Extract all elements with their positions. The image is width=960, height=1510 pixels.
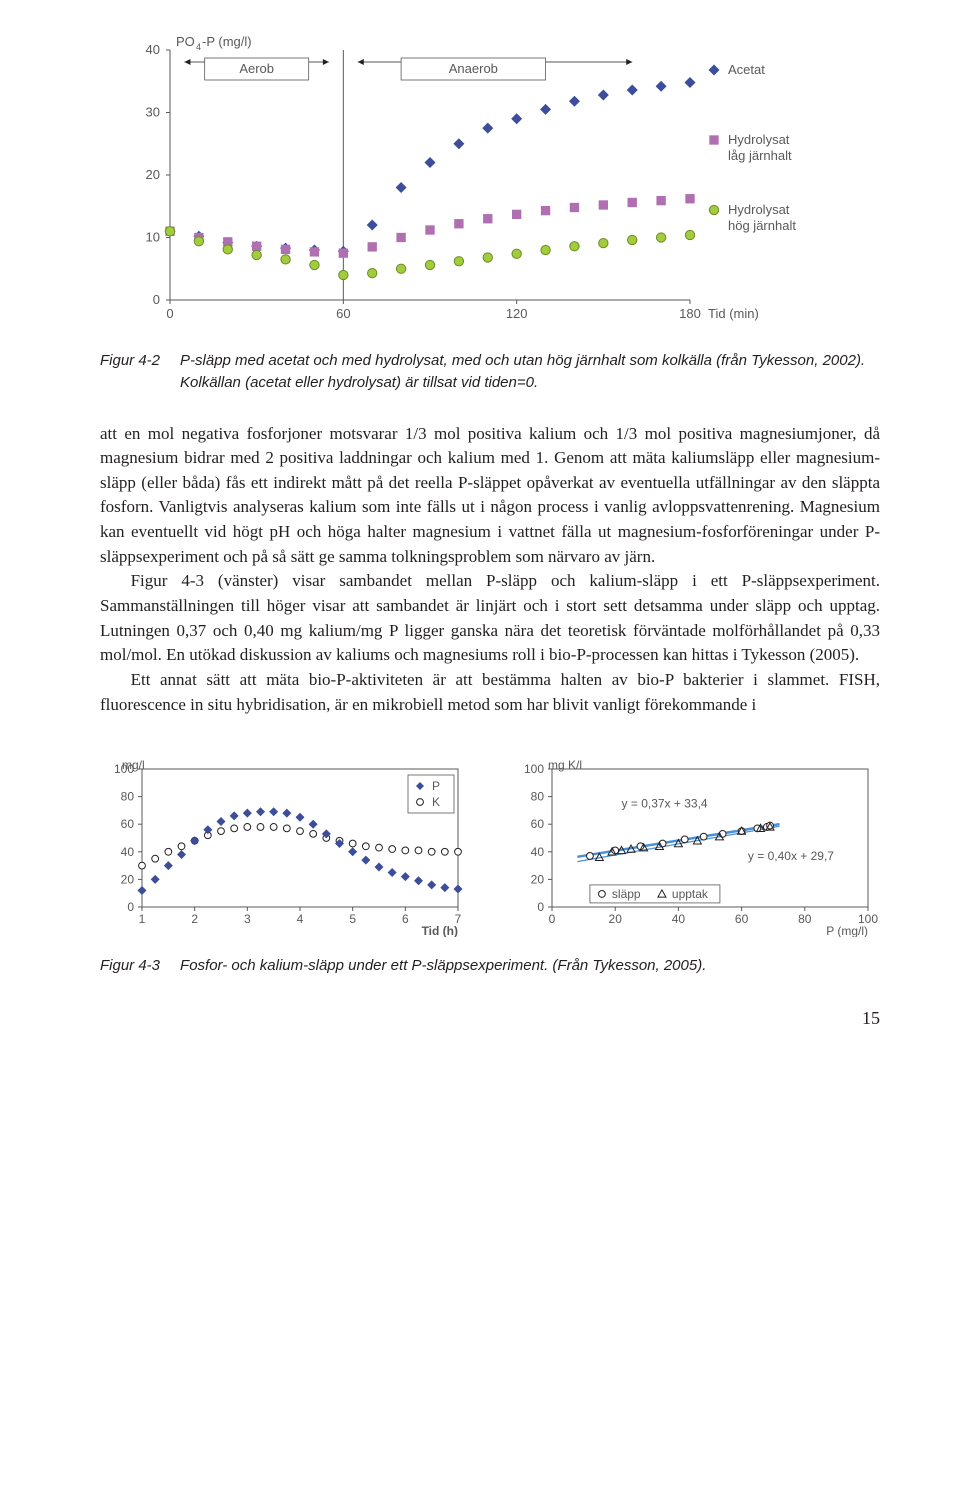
- chart-svg: 020406080100020406080100mg K/lP (mg/l)y …: [510, 757, 880, 937]
- svg-text:20: 20: [609, 912, 623, 926]
- svg-text:6: 6: [402, 912, 409, 926]
- svg-text:låg järnhalt: låg järnhalt: [728, 148, 792, 163]
- svg-text:0: 0: [537, 900, 544, 914]
- figure-4-3-right: 020406080100020406080100mg K/lP (mg/l)y …: [510, 757, 880, 937]
- body-paragraph: Figur 4-3 (vänster) visar sambandet mell…: [100, 569, 880, 668]
- svg-text:40: 40: [146, 42, 160, 57]
- svg-text:Anaerob: Anaerob: [449, 61, 498, 76]
- svg-text:60: 60: [121, 817, 135, 831]
- svg-text:120: 120: [506, 306, 528, 321]
- figure-text: Fosfor- och kalium-släpp under ett P-slä…: [180, 955, 880, 977]
- svg-text:80: 80: [531, 790, 545, 804]
- svg-text:upptak: upptak: [672, 887, 709, 901]
- svg-text:-P (mg/l): -P (mg/l): [202, 34, 252, 49]
- svg-text:20: 20: [531, 873, 545, 887]
- svg-text:y = 0,40x + 29,7: y = 0,40x + 29,7: [748, 849, 834, 863]
- svg-text:Acetat: Acetat: [728, 62, 765, 77]
- svg-text:4: 4: [297, 912, 304, 926]
- body-paragraph: att en mol negativa fosforjoner motsvara…: [100, 422, 880, 570]
- svg-text:hög järnhalt: hög järnhalt: [728, 218, 796, 233]
- svg-text:4: 4: [196, 42, 201, 52]
- svg-text:1: 1: [139, 912, 146, 926]
- svg-text:10: 10: [146, 230, 160, 245]
- svg-text:0: 0: [127, 900, 134, 914]
- chart-svg: 0 10 20 30 40 0 60 120 180 PO4-P (mg/l) Aerob Anaer…: [100, 30, 860, 330]
- figure-label: Figur 4-3: [100, 955, 160, 977]
- svg-text:80: 80: [121, 790, 135, 804]
- svg-text:30: 30: [146, 105, 160, 120]
- svg-text:100: 100: [524, 762, 544, 776]
- body-paragraph: Ett annat sätt att mäta bio-P-aktivitete…: [100, 668, 880, 717]
- page-number: 15: [100, 1005, 880, 1031]
- svg-text:Tid (h): Tid (h): [422, 924, 458, 937]
- svg-text:Aerob: Aerob: [239, 61, 274, 76]
- svg-text:0: 0: [166, 306, 173, 321]
- svg-text:40: 40: [672, 912, 686, 926]
- svg-text:5: 5: [349, 912, 356, 926]
- svg-text:2: 2: [191, 912, 198, 926]
- svg-text:mg K/l: mg K/l: [548, 758, 582, 772]
- figure-4-3-caption: Figur 4-3 Fosfor- och kalium-släpp under…: [100, 955, 880, 977]
- svg-text:K: K: [432, 795, 440, 809]
- svg-text:80: 80: [798, 912, 812, 926]
- svg-text:20: 20: [121, 873, 135, 887]
- svg-text:y = 0,37x + 33,4: y = 0,37x + 33,4: [622, 797, 708, 811]
- figure-4-2-caption: Figur 4-2 P-släpp med acetat och med hyd…: [100, 350, 880, 394]
- svg-text:0: 0: [549, 912, 556, 926]
- chart-svg: 0204060801001234567mg/lTid (h)PK: [100, 757, 470, 937]
- svg-text:P (mg/l): P (mg/l): [826, 924, 868, 937]
- figure-label: Figur 4-2: [100, 350, 160, 394]
- svg-text:0: 0: [153, 292, 160, 307]
- figure-4-2-chart: 0 10 20 30 40 0 60 120 180 PO4-P (mg/l) Aerob Anaer…: [100, 30, 880, 330]
- svg-text:60: 60: [336, 306, 350, 321]
- svg-text:släpp: släpp: [612, 887, 641, 901]
- figure-text: P-släpp med acetat och med hydrolysat, m…: [180, 350, 880, 394]
- svg-text:PO: PO: [176, 34, 195, 49]
- svg-text:Tid (min): Tid (min): [708, 306, 759, 321]
- svg-text:60: 60: [735, 912, 749, 926]
- svg-text:3: 3: [244, 912, 251, 926]
- svg-text:Hydrolysat: Hydrolysat: [728, 132, 790, 147]
- svg-text:40: 40: [531, 845, 545, 859]
- svg-text:60: 60: [531, 817, 545, 831]
- svg-text:mg/l: mg/l: [122, 758, 145, 772]
- svg-text:Hydrolysat: Hydrolysat: [728, 202, 790, 217]
- svg-text:40: 40: [121, 845, 135, 859]
- figure-4-3-left: 0204060801001234567mg/lTid (h)PK: [100, 757, 470, 937]
- svg-text:P: P: [432, 779, 440, 793]
- svg-text:180: 180: [679, 306, 701, 321]
- svg-text:20: 20: [146, 167, 160, 182]
- figure-4-3-row: 0204060801001234567mg/lTid (h)PK 0204060…: [100, 757, 880, 937]
